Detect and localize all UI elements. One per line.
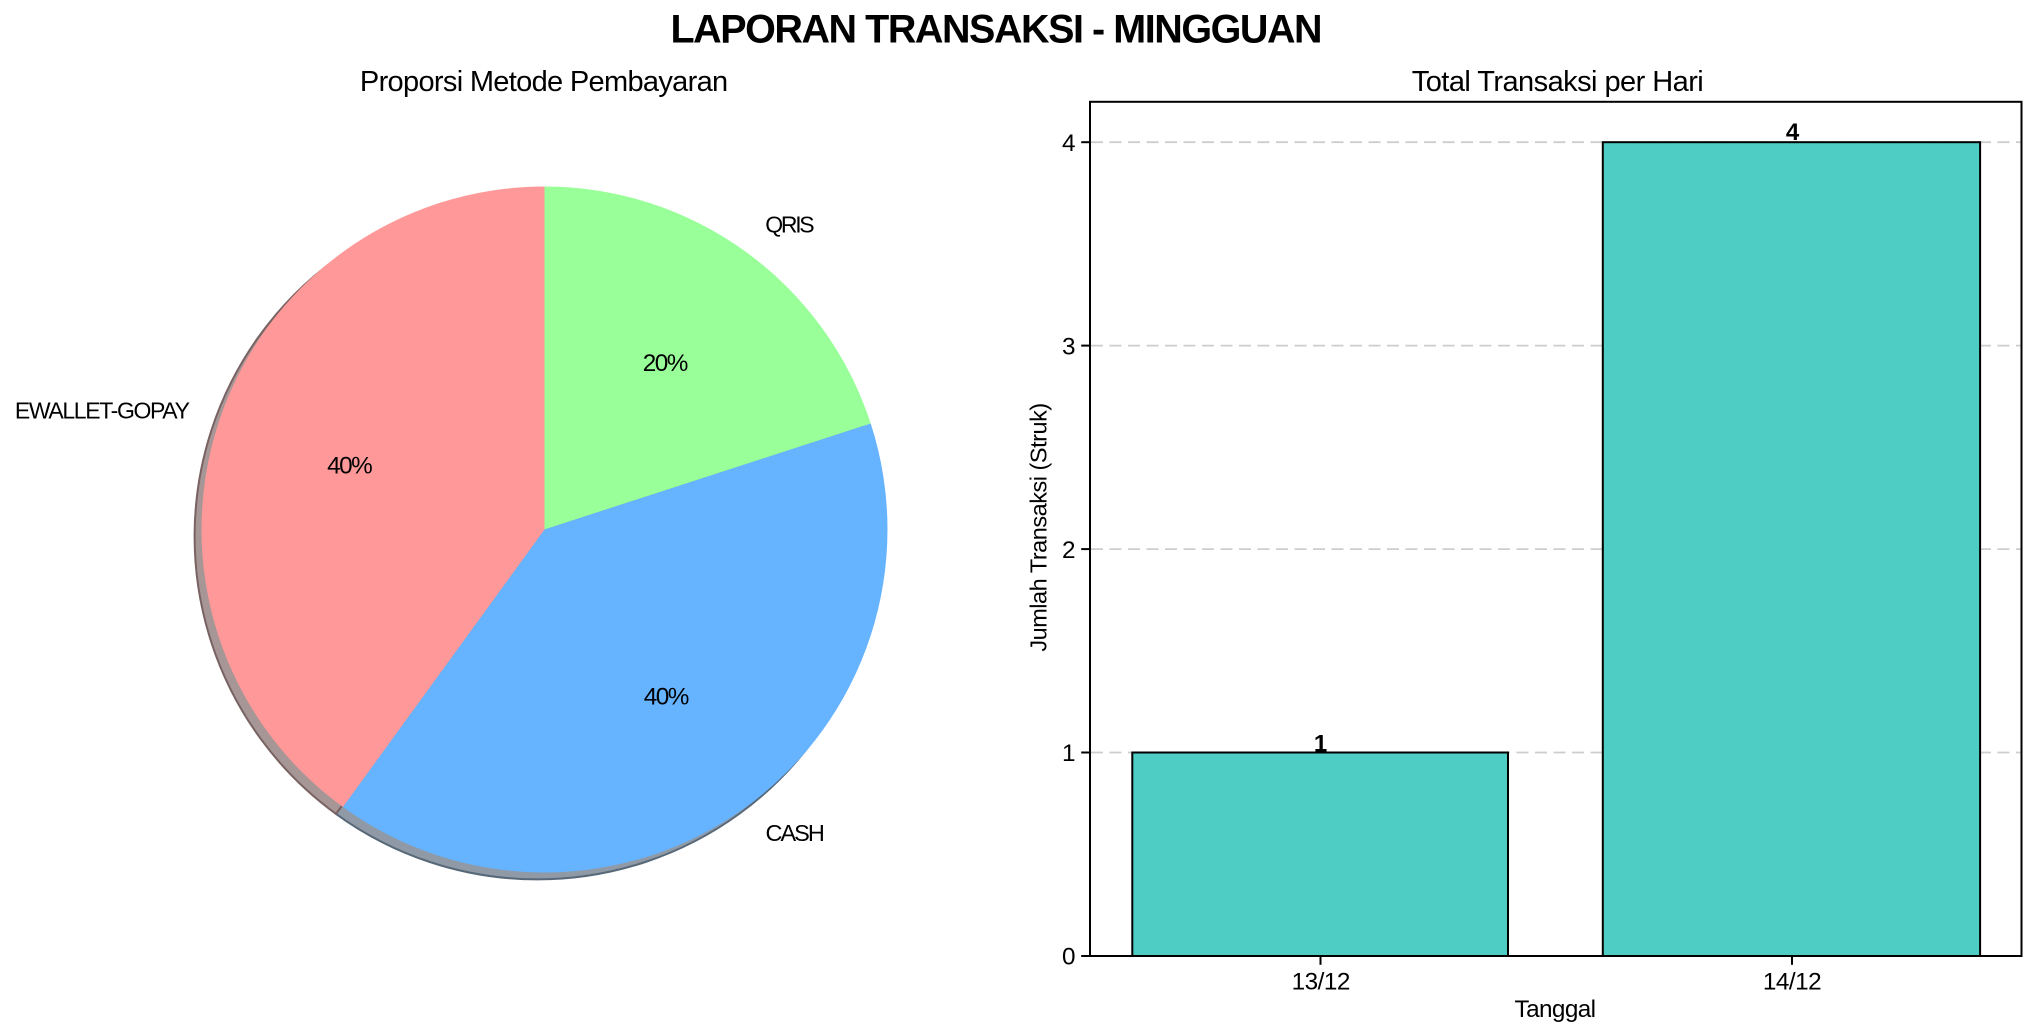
svg-text:EWALLET-GOPAY: EWALLET-GOPAY xyxy=(15,398,190,424)
svg-text:40%: 40% xyxy=(644,683,689,710)
svg-text:14/12: 14/12 xyxy=(1763,968,1821,995)
svg-text:1: 1 xyxy=(1062,740,1076,767)
svg-text:CASH: CASH xyxy=(766,820,824,846)
svg-text:Proporsi Metode Pembayaran: Proporsi Metode Pembayaran xyxy=(360,66,728,98)
svg-text:40%: 40% xyxy=(327,452,372,479)
svg-text:Jumlah Transaksi (Struk): Jumlah Transaksi (Struk) xyxy=(1025,403,1051,651)
svg-text:Tanggal: Tanggal xyxy=(1515,996,1596,1023)
svg-text:13/12: 13/12 xyxy=(1292,968,1350,995)
svg-text:4: 4 xyxy=(1062,130,1076,157)
svg-text:QRIS: QRIS xyxy=(765,212,814,238)
svg-text:Total Transaksi per Hari: Total Transaksi per Hari xyxy=(1412,66,1703,98)
svg-text:4: 4 xyxy=(1786,119,1800,146)
svg-text:1: 1 xyxy=(1314,730,1327,757)
svg-text:20%: 20% xyxy=(643,350,688,377)
svg-text:LAPORAN TRANSAKSI - MINGGUAN: LAPORAN TRANSAKSI - MINGGUAN xyxy=(670,7,1321,51)
svg-text:3: 3 xyxy=(1062,333,1076,360)
svg-text:0: 0 xyxy=(1062,944,1076,971)
svg-text:2: 2 xyxy=(1062,537,1076,564)
